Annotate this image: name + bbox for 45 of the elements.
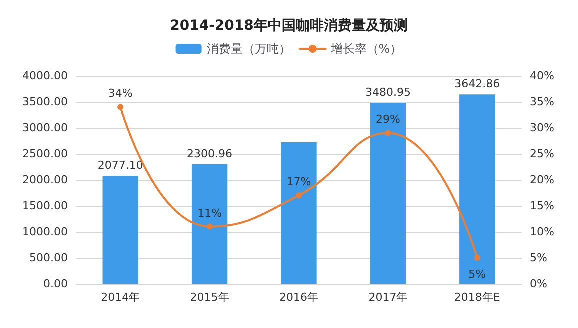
data-label: 34% (108, 87, 133, 100)
y2-tick-label: 10% (530, 226, 554, 238)
chart-title: 2014-2018年中国咖啡消费量及预测 (170, 18, 408, 34)
data-label: 11% (198, 206, 222, 220)
x-tick-label: 2014年 (101, 291, 140, 304)
y-tick-label: 1000.00 (22, 226, 68, 238)
y-tick-label: 2000.00 (22, 174, 68, 186)
y-tick-label: 1500.00 (22, 200, 68, 212)
y-tick-label: 2500.00 (22, 148, 68, 160)
y2-tick-label: 5% (530, 252, 548, 264)
y-tick-label: 3000.00 (22, 122, 68, 134)
bar (460, 94, 496, 284)
point (296, 192, 302, 199)
bar (102, 176, 138, 284)
y2-tick-label: 40% (530, 70, 554, 82)
data-label: 5% (468, 268, 486, 281)
legend-label: 增长率（%） (330, 42, 402, 56)
data-label: 29% (376, 113, 400, 126)
legend-label: 消费量（万吨） (206, 42, 291, 56)
point (118, 104, 124, 110)
y2-tick-label: 0% (530, 278, 548, 290)
data-label: 3480.95 (365, 86, 411, 99)
x-tick-label: 2016年 (280, 291, 318, 304)
point (474, 255, 480, 261)
data-label: 3642.86 (454, 78, 500, 91)
data-label: 2300.96 (187, 147, 233, 160)
bar (370, 102, 406, 284)
y2-tick-label: 30% (530, 122, 554, 134)
y2-tick-label: 35% (530, 96, 554, 108)
x-tick-label: 2015年 (190, 291, 230, 304)
x-tick-label: 2018年E (454, 291, 500, 304)
y-tick-label: 3500.00 (22, 96, 68, 108)
bar (192, 164, 228, 284)
y-tick-label: 0.00 (44, 278, 68, 290)
y2-tick-label: 25% (530, 148, 554, 160)
y2-tick-label: 20% (530, 174, 554, 186)
y2-tick-label: 15% (530, 200, 554, 212)
y-tick-label: 500.00 (30, 252, 68, 264)
data-label: 17% (286, 176, 312, 189)
point (206, 224, 213, 230)
y-tick-label: 4000.00 (22, 70, 68, 82)
data-label: 2077.10 (98, 158, 144, 172)
point (385, 130, 392, 136)
x-tick-label: 2017年 (368, 291, 408, 304)
bar (281, 142, 317, 284)
